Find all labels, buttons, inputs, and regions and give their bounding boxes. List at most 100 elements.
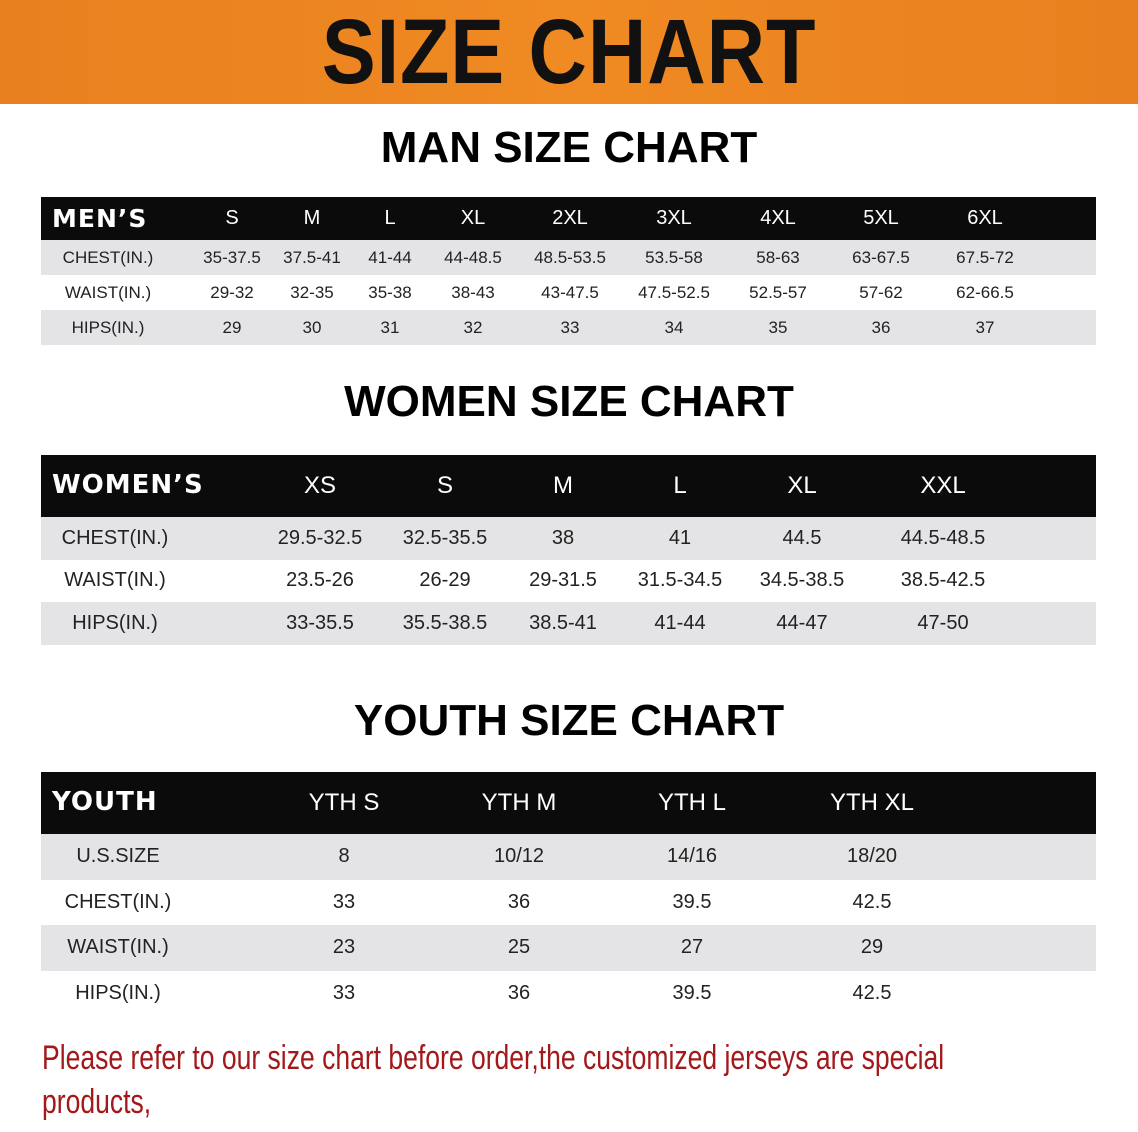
men-size-header: XL <box>460 207 486 229</box>
youth-cell: 39.5 <box>672 981 712 1004</box>
youth-header-row: YOUTH YTH S YTH M YTH L YTH XL <box>41 772 1096 834</box>
youth-cell: 18/20 <box>846 845 898 868</box>
men-size-header: S <box>225 207 239 229</box>
men-cell: 30 <box>302 317 322 337</box>
women-section-title: WOMEN SIZE CHART <box>344 377 794 426</box>
youth-size-header: YTH S <box>308 789 380 817</box>
men-cell: 34 <box>664 317 684 337</box>
youth-size-table: YOUTH YTH S YTH M YTH L YTH XL U.S.SIZE 8 10/12… <box>41 772 1096 1016</box>
youth-cell: 33 <box>332 981 356 1004</box>
women-cell: 33-35.5 <box>286 611 354 634</box>
women-header-row: WOMEN’S XS S M L XL XXL <box>41 455 1096 517</box>
men-cell: 37.5-41 <box>283 247 341 267</box>
women-table-row: HIPS(IN.) 33-35.5 35.5-38.5 38.5-41 41-44 44-… <box>41 602 1096 645</box>
men-section-title: MAN SIZE CHART <box>380 123 758 172</box>
women-cell: 35.5-38.5 <box>402 611 488 634</box>
men-cell: 67.5-72 <box>956 247 1014 267</box>
men-cell: 48.5-53.5 <box>534 247 606 267</box>
men-cell: 52.5-57 <box>749 282 807 302</box>
men-size-header: 5XL <box>863 207 899 229</box>
women-cell: 29-31.5 <box>529 569 597 592</box>
women-cell: 38.5-41 <box>529 611 597 634</box>
men-cell: 44-48.5 <box>444 247 502 267</box>
women-cell: 32.5-35.5 <box>402 526 488 549</box>
youth-table-row: U.S.SIZE 8 10/12 14/16 18/20 <box>41 834 1096 880</box>
youth-header-label: YOUTH <box>52 787 158 818</box>
youth-cell: 42.5 <box>852 981 892 1004</box>
youth-table-row: HIPS(IN.) 33 36 39.5 42.5 <box>41 971 1096 1017</box>
youth-cell: 27 <box>680 936 704 959</box>
men-cell: 32 <box>463 317 483 337</box>
women-size-header: L <box>673 472 687 500</box>
youth-cell: 29 <box>860 936 884 959</box>
youth-row-label: WAIST(IN.) <box>67 936 169 959</box>
notice-text: Please refer to our size chart before or… <box>42 1036 1056 1132</box>
women-row-label: HIPS(IN.) <box>72 611 158 634</box>
men-cell: 33 <box>560 317 580 337</box>
youth-cell: 14/16 <box>666 845 718 868</box>
youth-size-header: YTH XL <box>829 789 915 817</box>
youth-size-header: YTH L <box>657 789 727 817</box>
women-size-header: XXL <box>920 472 966 500</box>
men-cell: 43-47.5 <box>541 282 599 302</box>
men-cell: 53.5-58 <box>645 247 703 267</box>
youth-cell: 36 <box>507 890 531 913</box>
youth-size-header: YTH M <box>481 789 557 817</box>
men-cell: 47.5-52.5 <box>638 282 710 302</box>
women-row-label: CHEST(IN.) <box>61 526 169 549</box>
men-cell: 35 <box>768 317 788 337</box>
women-size-header: S <box>436 472 454 500</box>
youth-cell: 36 <box>507 981 531 1004</box>
men-cell: 32-35 <box>290 282 334 302</box>
youth-cell: 33 <box>332 890 356 913</box>
men-cell: 63-67.5 <box>852 247 910 267</box>
men-cell: 31 <box>380 317 400 337</box>
youth-cell: 8 <box>338 845 350 868</box>
men-size-header: 2XL <box>552 207 588 229</box>
banner-title: SIZE CHART <box>321 1 817 103</box>
women-cell: 26-29 <box>419 569 471 592</box>
women-size-table: WOMEN’S XS S M L XL XXL CHEST(IN.) 29.5-32.5 32.5… <box>41 455 1096 645</box>
banner: SIZE CHART <box>0 0 1138 104</box>
men-cell: 62-66.5 <box>956 282 1014 302</box>
men-cell: 38-43 <box>451 282 495 302</box>
men-size-header: M <box>303 207 321 229</box>
men-size-header: 6XL <box>967 207 1003 229</box>
women-size-header: M <box>553 472 573 500</box>
men-cell: 29-32 <box>210 282 254 302</box>
men-row-label: HIPS(IN.) <box>71 317 145 337</box>
women-cell: 38.5-42.5 <box>900 569 986 592</box>
youth-table-row: CHEST(IN.) 33 36 39.5 42.5 <box>41 880 1096 926</box>
women-cell: 41-44 <box>654 611 706 634</box>
youth-cell: 42.5 <box>852 890 892 913</box>
women-cell: 44.5 <box>782 526 822 549</box>
women-size-header: XS <box>303 472 337 500</box>
men-size-table: MEN’S S M L XL 2XL 3XL 4XL 5XL 6XL CHEST(IN.) 35-37… <box>41 197 1096 345</box>
youth-table-row: WAIST(IN.) 23 25 27 29 <box>41 925 1096 971</box>
notice-line-1: Please refer to our size chart before or… <box>42 1039 945 1121</box>
youth-row-label: CHEST(IN.) <box>64 890 172 913</box>
women-cell: 44-47 <box>776 611 828 634</box>
women-header-label: WOMEN’S <box>52 470 204 501</box>
women-row-label: WAIST(IN.) <box>64 569 166 592</box>
men-cell: 35-38 <box>368 282 412 302</box>
men-cell: 41-44 <box>368 247 412 267</box>
youth-cell: 23 <box>332 936 356 959</box>
men-size-header: L <box>384 207 396 229</box>
men-row-label: WAIST(IN.) <box>64 282 152 302</box>
youth-row-label: U.S.SIZE <box>76 845 160 868</box>
men-cell: 58-63 <box>756 247 800 267</box>
men-cell: 37 <box>975 317 995 337</box>
men-cell: 57-62 <box>859 282 903 302</box>
men-row-label: CHEST(IN.) <box>62 247 154 267</box>
youth-cell: 39.5 <box>672 890 712 913</box>
men-header-row: MEN’S S M L XL 2XL 3XL 4XL 5XL 6XL <box>41 197 1096 240</box>
youth-cell: 10/12 <box>493 845 545 868</box>
men-cell: 36 <box>871 317 891 337</box>
women-cell: 47-50 <box>917 611 969 634</box>
youth-cell: 25 <box>507 936 531 959</box>
men-size-header: 4XL <box>760 207 796 229</box>
women-cell: 23.5-26 <box>286 569 354 592</box>
notice-line-2: we don't accept cancel, change, teturn o… <box>42 1124 1056 1132</box>
